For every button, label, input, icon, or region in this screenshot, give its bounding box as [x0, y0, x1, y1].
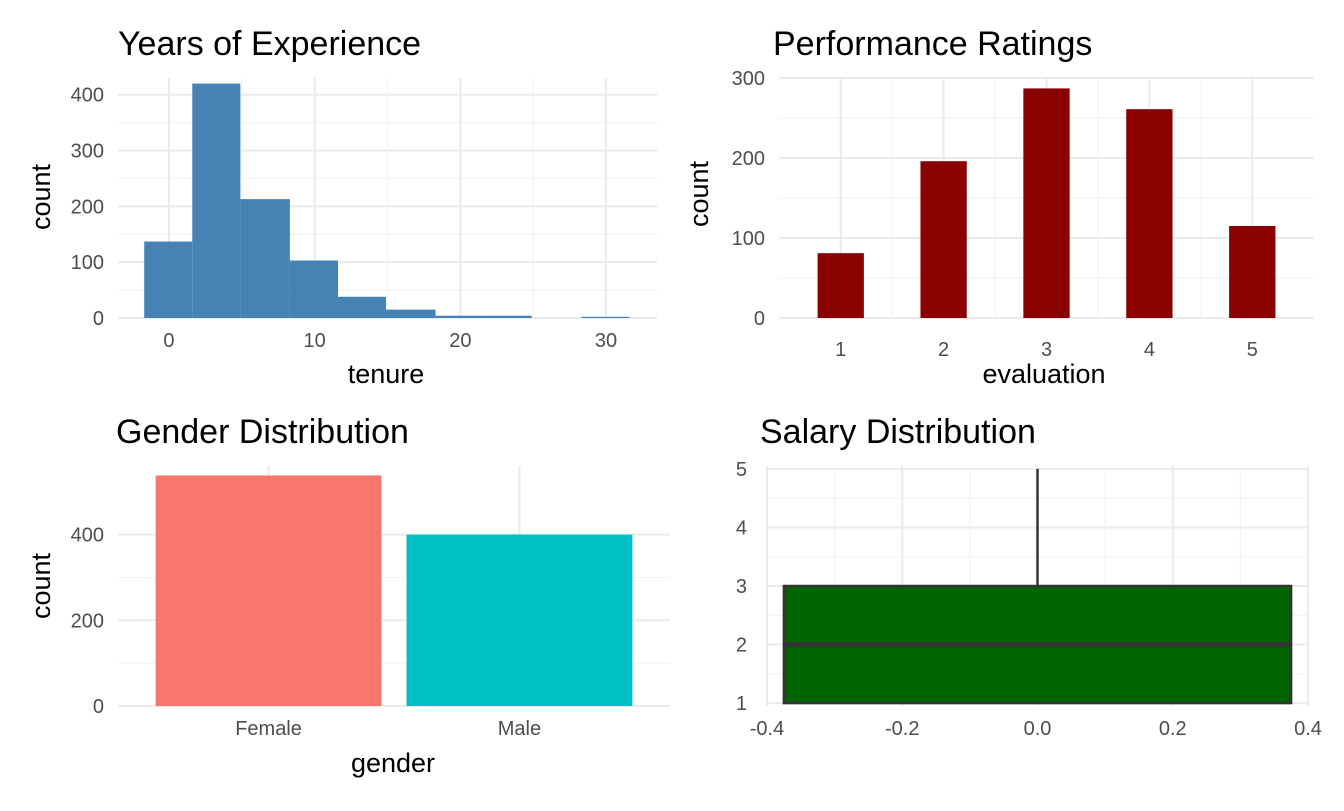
y-tick-label: 0	[754, 308, 765, 330]
x-axis-title-gender: gender	[351, 748, 435, 778]
histogram-bar	[192, 83, 241, 319]
y-tick-labels: 0 100 200 300 400	[71, 85, 104, 330]
histogram-bar	[337, 296, 387, 318]
y-tick-label: 3	[736, 576, 747, 598]
y-tick-label: 1	[736, 693, 747, 715]
y-axis-title-count: count	[26, 552, 56, 619]
y-tick-label: 200	[732, 148, 765, 170]
x-tick-labels: 1 2 3 4 5	[835, 339, 1258, 361]
rating-bar	[1126, 109, 1173, 318]
panel-performance-ratings: Performance Ratings 0 100 200 300 1 2 3 4 5 eva…	[684, 25, 1314, 389]
panel-salary-distribution: Salary Distribution 1 2 3 4 5 -0.4 -0.2 0.0 0.2…	[736, 413, 1322, 740]
y-tick-label: 0	[93, 308, 104, 330]
histogram-bar	[144, 241, 193, 318]
x-tick-labels: -0.4 -0.2 0.0 0.2 0.4	[750, 718, 1322, 740]
y-tick-label: 100	[732, 228, 765, 250]
rating-bar	[1023, 88, 1070, 319]
y-tick-label: 400	[71, 525, 104, 547]
x-tick-label: 3	[1041, 339, 1052, 361]
y-tick-label: 100	[71, 252, 104, 274]
histogram-bar	[386, 309, 436, 318]
x-tick-label: 2	[938, 339, 949, 361]
x-tick-label: 1	[835, 339, 846, 361]
y-tick-labels: 0 200 400	[71, 525, 104, 718]
y-tick-label: 5	[736, 459, 747, 481]
x-axis-title-tenure: tenure	[348, 359, 425, 389]
panel-years-of-experience: Years of Experience 0 100 200 300 400 0 10 20 3…	[26, 25, 657, 389]
rating-bar	[920, 161, 967, 318]
histogram-bar	[289, 260, 338, 318]
x-tick-label: 0	[163, 330, 174, 352]
y-axis-title-count: count	[684, 160, 714, 227]
boxplot	[782, 468, 1293, 705]
panel-gender-distribution: Gender Distribution 0 200 400 Female Male g…	[26, 413, 670, 778]
y-tick-label: 200	[71, 196, 104, 218]
y-tick-label: 4	[736, 517, 747, 539]
x-tick-label: Male	[498, 718, 541, 740]
x-tick-label: 0.0	[1024, 718, 1052, 740]
x-tick-label: -0.2	[885, 718, 919, 740]
histogram-bar	[581, 316, 630, 318]
y-axis-title-count: count	[26, 163, 56, 230]
chart-title-gender: Gender Distribution	[116, 413, 409, 451]
rating-bars	[817, 88, 1276, 319]
rating-bar	[1229, 226, 1276, 318]
x-tick-label: -0.4	[750, 718, 784, 740]
x-tick-label: 0.2	[1159, 718, 1187, 740]
y-tick-labels: 1 2 3 4 5	[736, 459, 747, 715]
y-tick-label: 300	[71, 141, 104, 163]
y-tick-label: 300	[732, 68, 765, 90]
y-tick-label: 0	[93, 696, 104, 718]
y-tick-label: 200	[71, 610, 104, 632]
y-tick-labels: 0 100 200 300	[732, 68, 765, 330]
x-axis-title-evaluation: evaluation	[982, 359, 1105, 389]
histogram-bar	[435, 315, 484, 318]
chart-title-salary: Salary Distribution	[760, 413, 1036, 451]
x-tick-label: 0.4	[1294, 718, 1322, 740]
x-tick-label: 20	[449, 330, 471, 352]
rating-bar	[817, 253, 864, 318]
gender-bar-male	[406, 534, 633, 706]
x-tick-label: 5	[1247, 339, 1258, 361]
gender-bars	[155, 475, 633, 706]
x-tick-labels: 0 10 20 30	[163, 330, 617, 352]
histogram-bar	[483, 315, 532, 318]
y-tick-label: 400	[71, 85, 104, 107]
x-tick-labels: Female Male	[235, 718, 541, 740]
y-tick-label: 2	[736, 635, 747, 657]
histogram-bars	[144, 83, 630, 319]
histogram-bar	[240, 199, 290, 318]
chart-title-years: Years of Experience	[118, 25, 421, 63]
x-tick-label: 30	[595, 330, 617, 352]
gender-bar-female	[155, 475, 382, 706]
x-tick-label: 4	[1144, 339, 1155, 361]
x-tick-label: 10	[304, 330, 326, 352]
x-tick-label: Female	[235, 718, 302, 740]
chart-title-performance: Performance Ratings	[773, 25, 1092, 63]
